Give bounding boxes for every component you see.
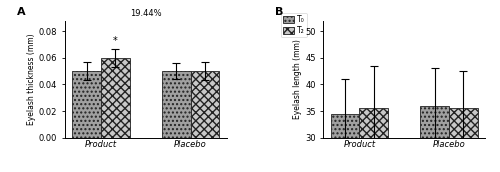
Bar	[420, 106, 449, 172]
Bar	[449, 108, 478, 172]
Y-axis label: Eyelash thickness (mm): Eyelash thickness (mm)	[27, 33, 36, 125]
Text: A: A	[16, 7, 25, 17]
Text: B: B	[275, 7, 283, 17]
Bar	[72, 71, 101, 138]
Legend: T₀, T₂: T₀, T₂	[280, 13, 306, 37]
Bar	[190, 71, 219, 138]
Bar	[162, 71, 190, 138]
Bar	[360, 108, 388, 172]
Y-axis label: Eyelash length (mm): Eyelash length (mm)	[294, 39, 302, 119]
Text: *: *	[113, 36, 117, 46]
Bar	[331, 114, 360, 172]
Title: 19.44%: 19.44%	[130, 9, 162, 18]
Bar	[101, 58, 130, 138]
